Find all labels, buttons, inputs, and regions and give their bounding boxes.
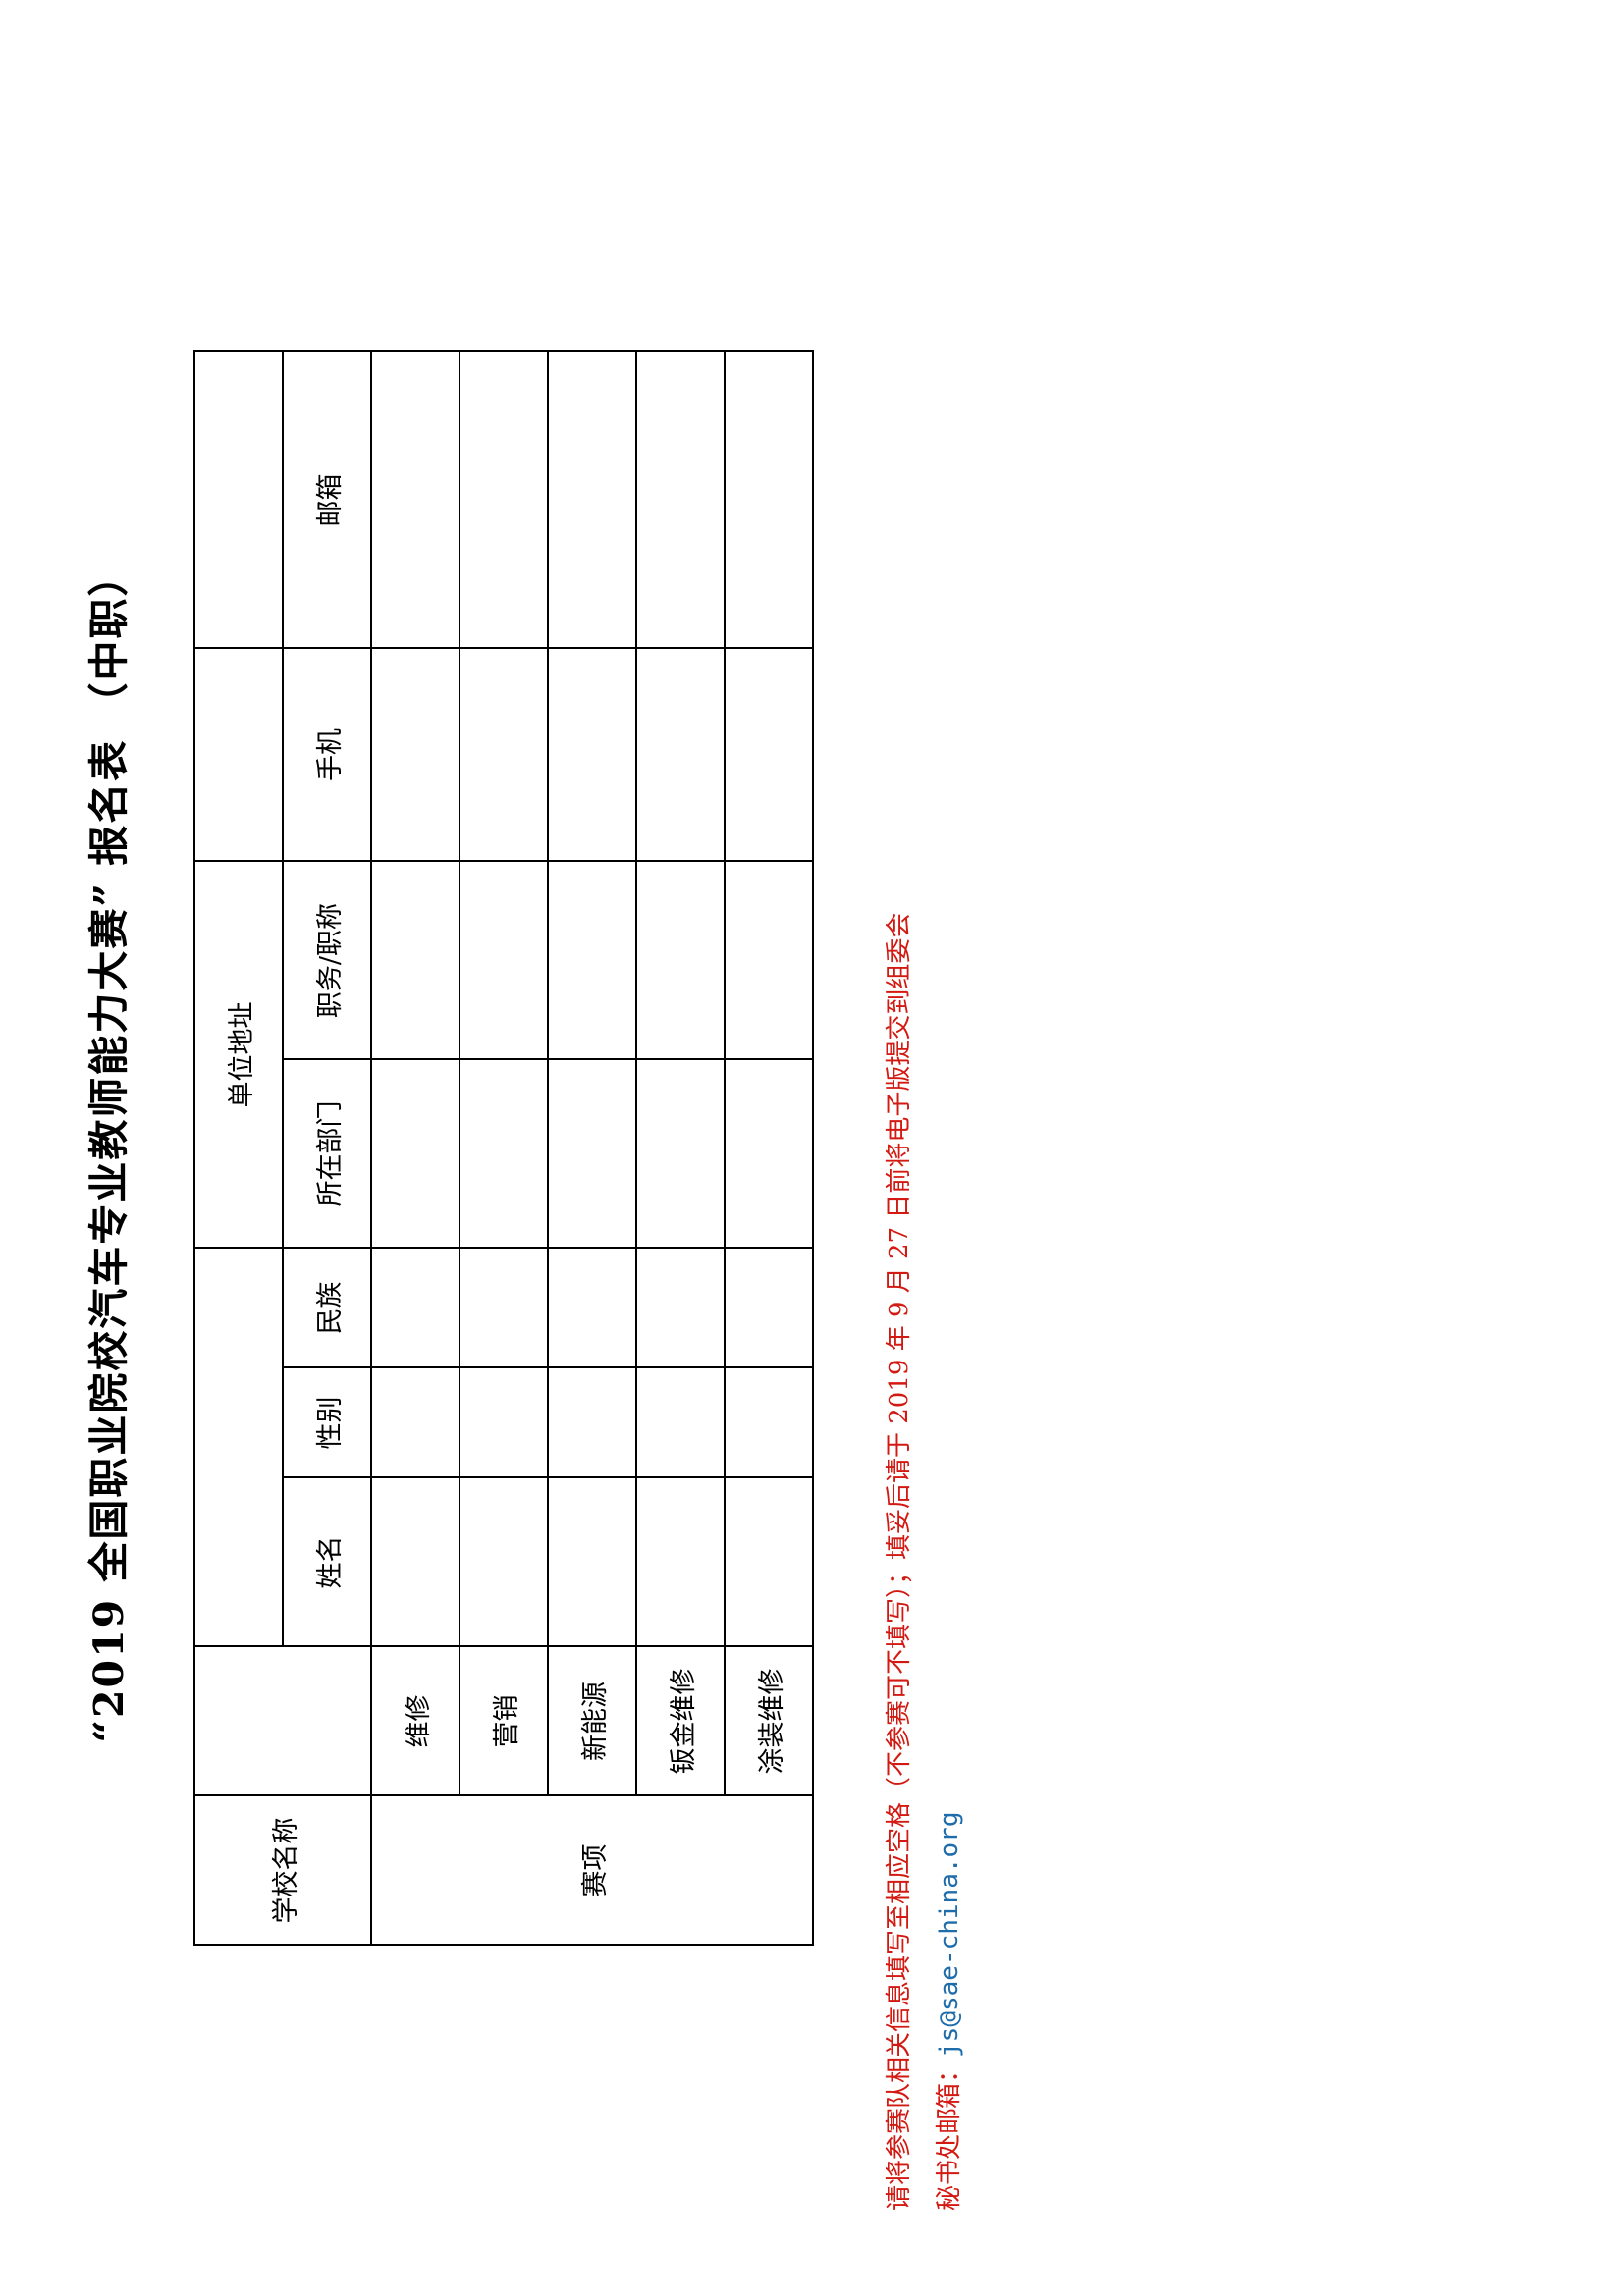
header-unit-address: 单位地址 — [194, 861, 283, 1248]
cell-marketing-department[interactable] — [460, 1059, 548, 1248]
row-label-new-energy: 新能源 — [548, 1646, 636, 1795]
cell-sheet-metal-position[interactable] — [636, 861, 725, 1059]
header-mobile: 手机 — [283, 648, 371, 861]
cell-marketing-ethnicity[interactable] — [460, 1248, 548, 1367]
note-secretariat: 秘书处邮箱：js@sae-china.org — [925, 69, 975, 2211]
header-position: 职务/职称 — [283, 861, 371, 1059]
cell-painting-name[interactable] — [725, 1477, 813, 1646]
cell-repair-name[interactable] — [371, 1477, 460, 1646]
cell-new-energy-ethnicity[interactable] — [548, 1248, 636, 1367]
cell-sheet-metal-mobile[interactable] — [636, 648, 725, 861]
cell-marketing-mobile[interactable] — [460, 648, 548, 861]
cell-marketing-name[interactable] — [460, 1477, 548, 1646]
cell-repair-ethnicity[interactable] — [371, 1248, 460, 1367]
cell-school-email[interactable] — [194, 351, 283, 648]
cell-painting-department[interactable] — [725, 1059, 813, 1248]
cell-new-energy-position[interactable] — [548, 861, 636, 1059]
cell-school-name-value[interactable] — [194, 1646, 371, 1795]
table-row: 涂装维修 — [725, 351, 813, 1945]
secretariat-email-value[interactable]: js@sae-china.org — [934, 1811, 964, 2057]
cell-painting-position[interactable] — [725, 861, 813, 1059]
table-row: 钣金维修 — [636, 351, 725, 1945]
cell-sheet-metal-name[interactable] — [636, 1477, 725, 1646]
cell-new-energy-name[interactable] — [548, 1477, 636, 1646]
cell-repair-email[interactable] — [371, 351, 460, 648]
header-gender: 性别 — [283, 1367, 371, 1477]
cell-school-phone[interactable] — [194, 648, 283, 861]
table-row: 营销 — [460, 351, 548, 1945]
cell-marketing-gender[interactable] — [460, 1367, 548, 1477]
row-label-event: 赛项 — [371, 1795, 813, 1945]
row-label-repair: 维修 — [371, 1646, 460, 1795]
registration-table: 学校名称 单位地址 姓名 性别 民族 所在部门 职务/职称 手机 邮箱 赛项 维 — [193, 350, 814, 1946]
note-instruction: 请将参赛队相关信息填写至相应空格（不参赛可不填写）；填妥后请于 2019 年 9… — [885, 912, 914, 2211]
cell-sheet-metal-gender[interactable] — [636, 1367, 725, 1477]
secretariat-email-label: 秘书处邮箱： — [934, 2056, 964, 2211]
row-label-marketing: 营销 — [460, 1646, 548, 1795]
cell-new-energy-gender[interactable] — [548, 1367, 636, 1477]
header-email: 邮箱 — [283, 351, 371, 648]
header-ethnicity: 民族 — [283, 1248, 371, 1367]
table-row: 新能源 — [548, 351, 636, 1945]
row-label-sheet-metal-repair: 钣金维修 — [636, 1646, 725, 1795]
cell-repair-department[interactable] — [371, 1059, 460, 1248]
cell-repair-gender[interactable] — [371, 1367, 460, 1477]
header-department: 所在部门 — [283, 1059, 371, 1248]
cell-repair-mobile[interactable] — [371, 648, 460, 861]
cell-painting-gender[interactable] — [725, 1367, 813, 1477]
cell-school-info-span[interactable] — [194, 1248, 283, 1646]
cell-new-energy-department[interactable] — [548, 1059, 636, 1248]
document-page: “2019 全国职业院校汽车专业教师能力大赛” 报名表 （中职） 学校名称 单位… — [76, 68, 1548, 2228]
row-label-school-name: 学校名称 — [194, 1795, 371, 1945]
cell-marketing-email[interactable] — [460, 351, 548, 648]
cell-repair-position[interactable] — [371, 861, 460, 1059]
notes-block: 请将参赛队相关信息填写至相应空格（不参赛可不填写）；填妥后请于 2019 年 9… — [875, 69, 974, 2228]
cell-marketing-position[interactable] — [460, 861, 548, 1059]
cell-new-energy-mobile[interactable] — [548, 648, 636, 861]
row-label-painting-repair: 涂装维修 — [725, 1646, 813, 1795]
cell-sheet-metal-ethnicity[interactable] — [636, 1248, 725, 1367]
table-row: 学校名称 单位地址 — [194, 351, 371, 1945]
table-row: 赛项 维修 — [371, 351, 813, 1945]
cell-painting-email[interactable] — [725, 351, 813, 648]
cell-painting-ethnicity[interactable] — [725, 1248, 813, 1367]
header-name: 姓名 — [283, 1477, 371, 1646]
page-title: “2019 全国职业院校汽车专业教师能力大赛” 报名表 （中职） — [85, 553, 133, 1743]
cell-new-energy-email[interactable] — [548, 351, 636, 648]
cell-painting-mobile[interactable] — [725, 648, 813, 861]
cell-sheet-metal-department[interactable] — [636, 1059, 725, 1248]
cell-sheet-metal-email[interactable] — [636, 351, 725, 648]
